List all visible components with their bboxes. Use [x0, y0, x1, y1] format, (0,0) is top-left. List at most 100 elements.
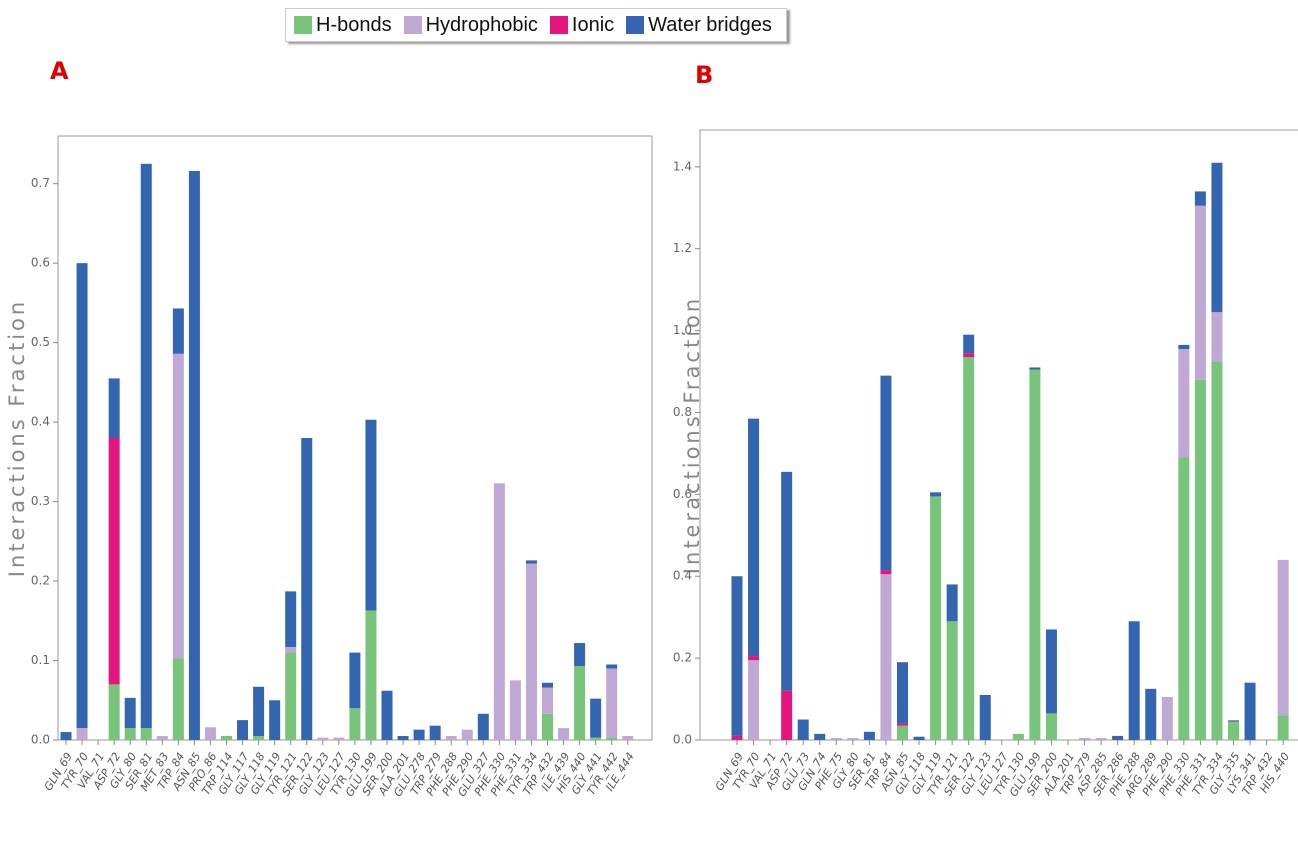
bar-segment [253, 686, 265, 737]
bar-segment [1045, 629, 1057, 714]
legend: H-bonds Hydrophobic Ionic Water bridges [285, 8, 787, 42]
bar-segment [542, 687, 553, 714]
bar-segment [930, 496, 942, 740]
bar-segment [525, 560, 537, 564]
legend-label: Hydrophobic [425, 13, 538, 36]
bar-segment [397, 736, 409, 740]
bar-segment [301, 438, 313, 740]
bar-segment [542, 713, 553, 740]
bar-segment [124, 728, 136, 740]
y-tick-label: 0.4 [31, 415, 50, 429]
y-tick-label: 0.6 [673, 487, 692, 501]
bar-segment [1244, 682, 1256, 740]
bar-segment [590, 737, 602, 740]
bar-segment [269, 700, 281, 740]
bar-segment [525, 563, 537, 740]
bar-segment [558, 728, 570, 740]
bar-segment [830, 737, 842, 740]
bar-segment [285, 647, 297, 653]
legend-item: Ionic [549, 14, 614, 37]
bar-segment [946, 621, 958, 740]
bar-segment [1029, 367, 1041, 370]
bar-segment [606, 668, 618, 738]
bar-segment [365, 419, 377, 611]
legend-swatch [403, 16, 422, 34]
bar-segment [814, 733, 826, 740]
bar-segment [897, 725, 908, 740]
bar-segment [542, 682, 553, 688]
y-tick-label: 0.8 [673, 405, 692, 419]
bar-segment [590, 698, 602, 738]
bar-segment [847, 737, 859, 740]
y-tick-label: 0.3 [31, 494, 50, 508]
legend-item: Hydrophobic [403, 13, 538, 37]
bar-segment [606, 737, 618, 740]
bar-segment [60, 732, 72, 740]
bar-segment [1128, 621, 1140, 740]
bar-segment [76, 263, 88, 729]
bar-segment [963, 357, 975, 740]
bar-segment [748, 660, 760, 740]
bar-segment [574, 643, 586, 667]
y-tick-label: 0.0 [673, 733, 692, 747]
bar-segment [317, 737, 329, 740]
y-tick-label: 1.2 [673, 241, 692, 255]
y-tick-label: 0.7 [31, 176, 50, 190]
y-tick-label: 0.2 [31, 574, 50, 588]
bar-segment [108, 684, 120, 740]
bar-segment [493, 483, 505, 740]
bar-segment [509, 680, 521, 740]
bar-segment [76, 728, 88, 740]
bar-segment [880, 375, 892, 571]
bar-segment [1194, 379, 1206, 740]
y-tick-label: 1.0 [673, 323, 692, 337]
legend-swatch [294, 16, 312, 34]
bar-segment [1277, 559, 1289, 716]
y-tick-label: 0.5 [31, 335, 50, 349]
y-tick-label: 0.1 [31, 653, 50, 667]
bar-segment [253, 736, 265, 740]
bar-segment [349, 708, 361, 740]
y-tick-label: 0.6 [31, 256, 50, 270]
panel-label: A [50, 57, 69, 85]
bar-segment [1194, 191, 1206, 206]
bar-segment [381, 690, 393, 740]
bar-segment [863, 731, 875, 740]
bar-segment [930, 492, 942, 497]
bar-segment [1145, 688, 1157, 740]
legend-label: Water bridges [648, 13, 772, 36]
bar-segment [461, 729, 473, 740]
bar-segment [1211, 312, 1223, 362]
bar-segment [1029, 369, 1041, 740]
bar-segment [333, 737, 345, 740]
legend-swatch [549, 16, 568, 34]
plot-frame [699, 129, 1298, 741]
bar-segment [913, 736, 925, 740]
y-tick-label: 0.4 [673, 569, 692, 583]
bar-segment [124, 697, 136, 729]
bar-segment [140, 163, 152, 729]
bar-segment [731, 735, 743, 740]
bar-segment [172, 353, 184, 659]
panel-label: B [695, 61, 713, 89]
bar-segment [946, 584, 958, 622]
bar-segment [413, 729, 425, 740]
bar-segment [1228, 720, 1239, 722]
bar-segment [1277, 715, 1289, 740]
bar-segment [1228, 721, 1239, 740]
bar-segment [172, 308, 184, 354]
bar-segment [221, 736, 232, 740]
bar-segment [365, 610, 377, 740]
bar-segment [1095, 737, 1107, 740]
bar-segment [880, 574, 892, 740]
bar-segment [622, 736, 634, 740]
legend-swatch [626, 16, 645, 34]
bar-segment [574, 666, 586, 740]
bar-segment [963, 353, 975, 358]
bar-segment [731, 576, 743, 736]
y-tick-label: 0.2 [673, 651, 692, 665]
bar-segment [880, 570, 892, 575]
legend-item: Water bridges [626, 14, 772, 37]
y-tick-label: 1.4 [673, 159, 692, 173]
